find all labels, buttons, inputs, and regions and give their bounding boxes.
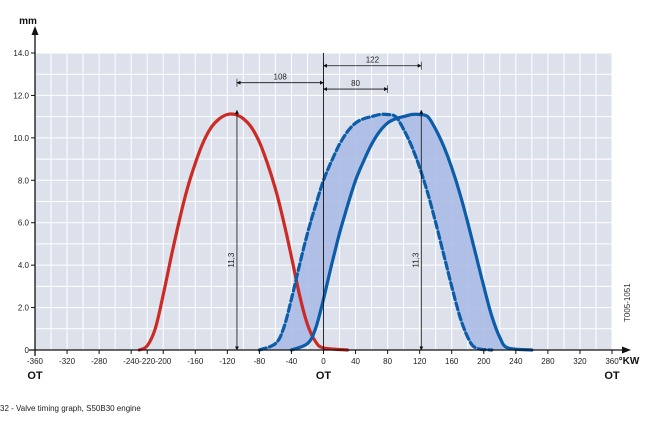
x-tick-label: 240 [509,357,523,366]
x-tick-label: -280 [91,357,108,366]
x-tick-label: 160 [445,357,459,366]
x-tick-label: 0 [321,357,326,366]
exhaust-lift-curve-dashed [257,112,494,352]
x-tick-label: -240 [123,357,140,366]
exhaust-lift-curve-solid [289,112,534,352]
x-tick-label: 320 [573,357,587,366]
x-tick-label: -200 [155,357,172,366]
y-tick-label: 12.0 [13,91,29,100]
x-tick-label: 80 [383,357,392,366]
y-tick-label: 10.0 [13,134,29,143]
x-tick-label: 280 [541,357,555,366]
x-tick-label: -80 [254,357,266,366]
x-tick-label: -120 [219,357,236,366]
valve-timing-chart: 108 122 80 11,3 11,3 0 2.0 4.0 6.0 8.0 10.0 12.0 14… [13,16,640,382]
x-tick-label: -160 [187,357,204,366]
x-unit-label: °KW [619,356,640,367]
dimension-label: 11,3 [411,252,420,268]
x-tick-label: -320 [59,357,76,366]
x-tick-label: -220 [139,357,156,366]
y-tick-label: 0 [25,346,30,355]
x-tick-label: -360 [27,357,44,366]
y-tick-label: 4.0 [18,261,30,270]
ot-label: OT [27,370,43,382]
y-tick-label: 2.0 [18,304,30,313]
dimension-label: 80 [351,79,360,88]
x-axis-arrowhead [622,346,631,354]
dimension-label: 11,3 [227,252,236,268]
y-tick-label: 6.0 [18,219,30,228]
ot-label: OT [316,370,332,382]
x-tick-label: -40 [286,357,298,366]
dimension-label: 108 [274,73,288,82]
figure-caption: 32 - Valve timing graph, S50B30 engine [0,404,141,413]
x-tick-label: 120 [413,357,427,366]
x-tick-label: 360 [605,357,619,366]
y-axis-arrowhead [31,26,39,35]
drawing-code: T005-1051 [623,283,632,322]
dimension-label: 122 [366,56,380,65]
y-tick-label: 14.0 [13,49,29,58]
y-tick-label: 8.0 [18,176,30,185]
x-tick-label: 40 [351,357,360,366]
y-unit-label: mm [19,16,37,27]
x-tick-label: 200 [477,357,491,366]
ot-label: OT [604,370,620,382]
